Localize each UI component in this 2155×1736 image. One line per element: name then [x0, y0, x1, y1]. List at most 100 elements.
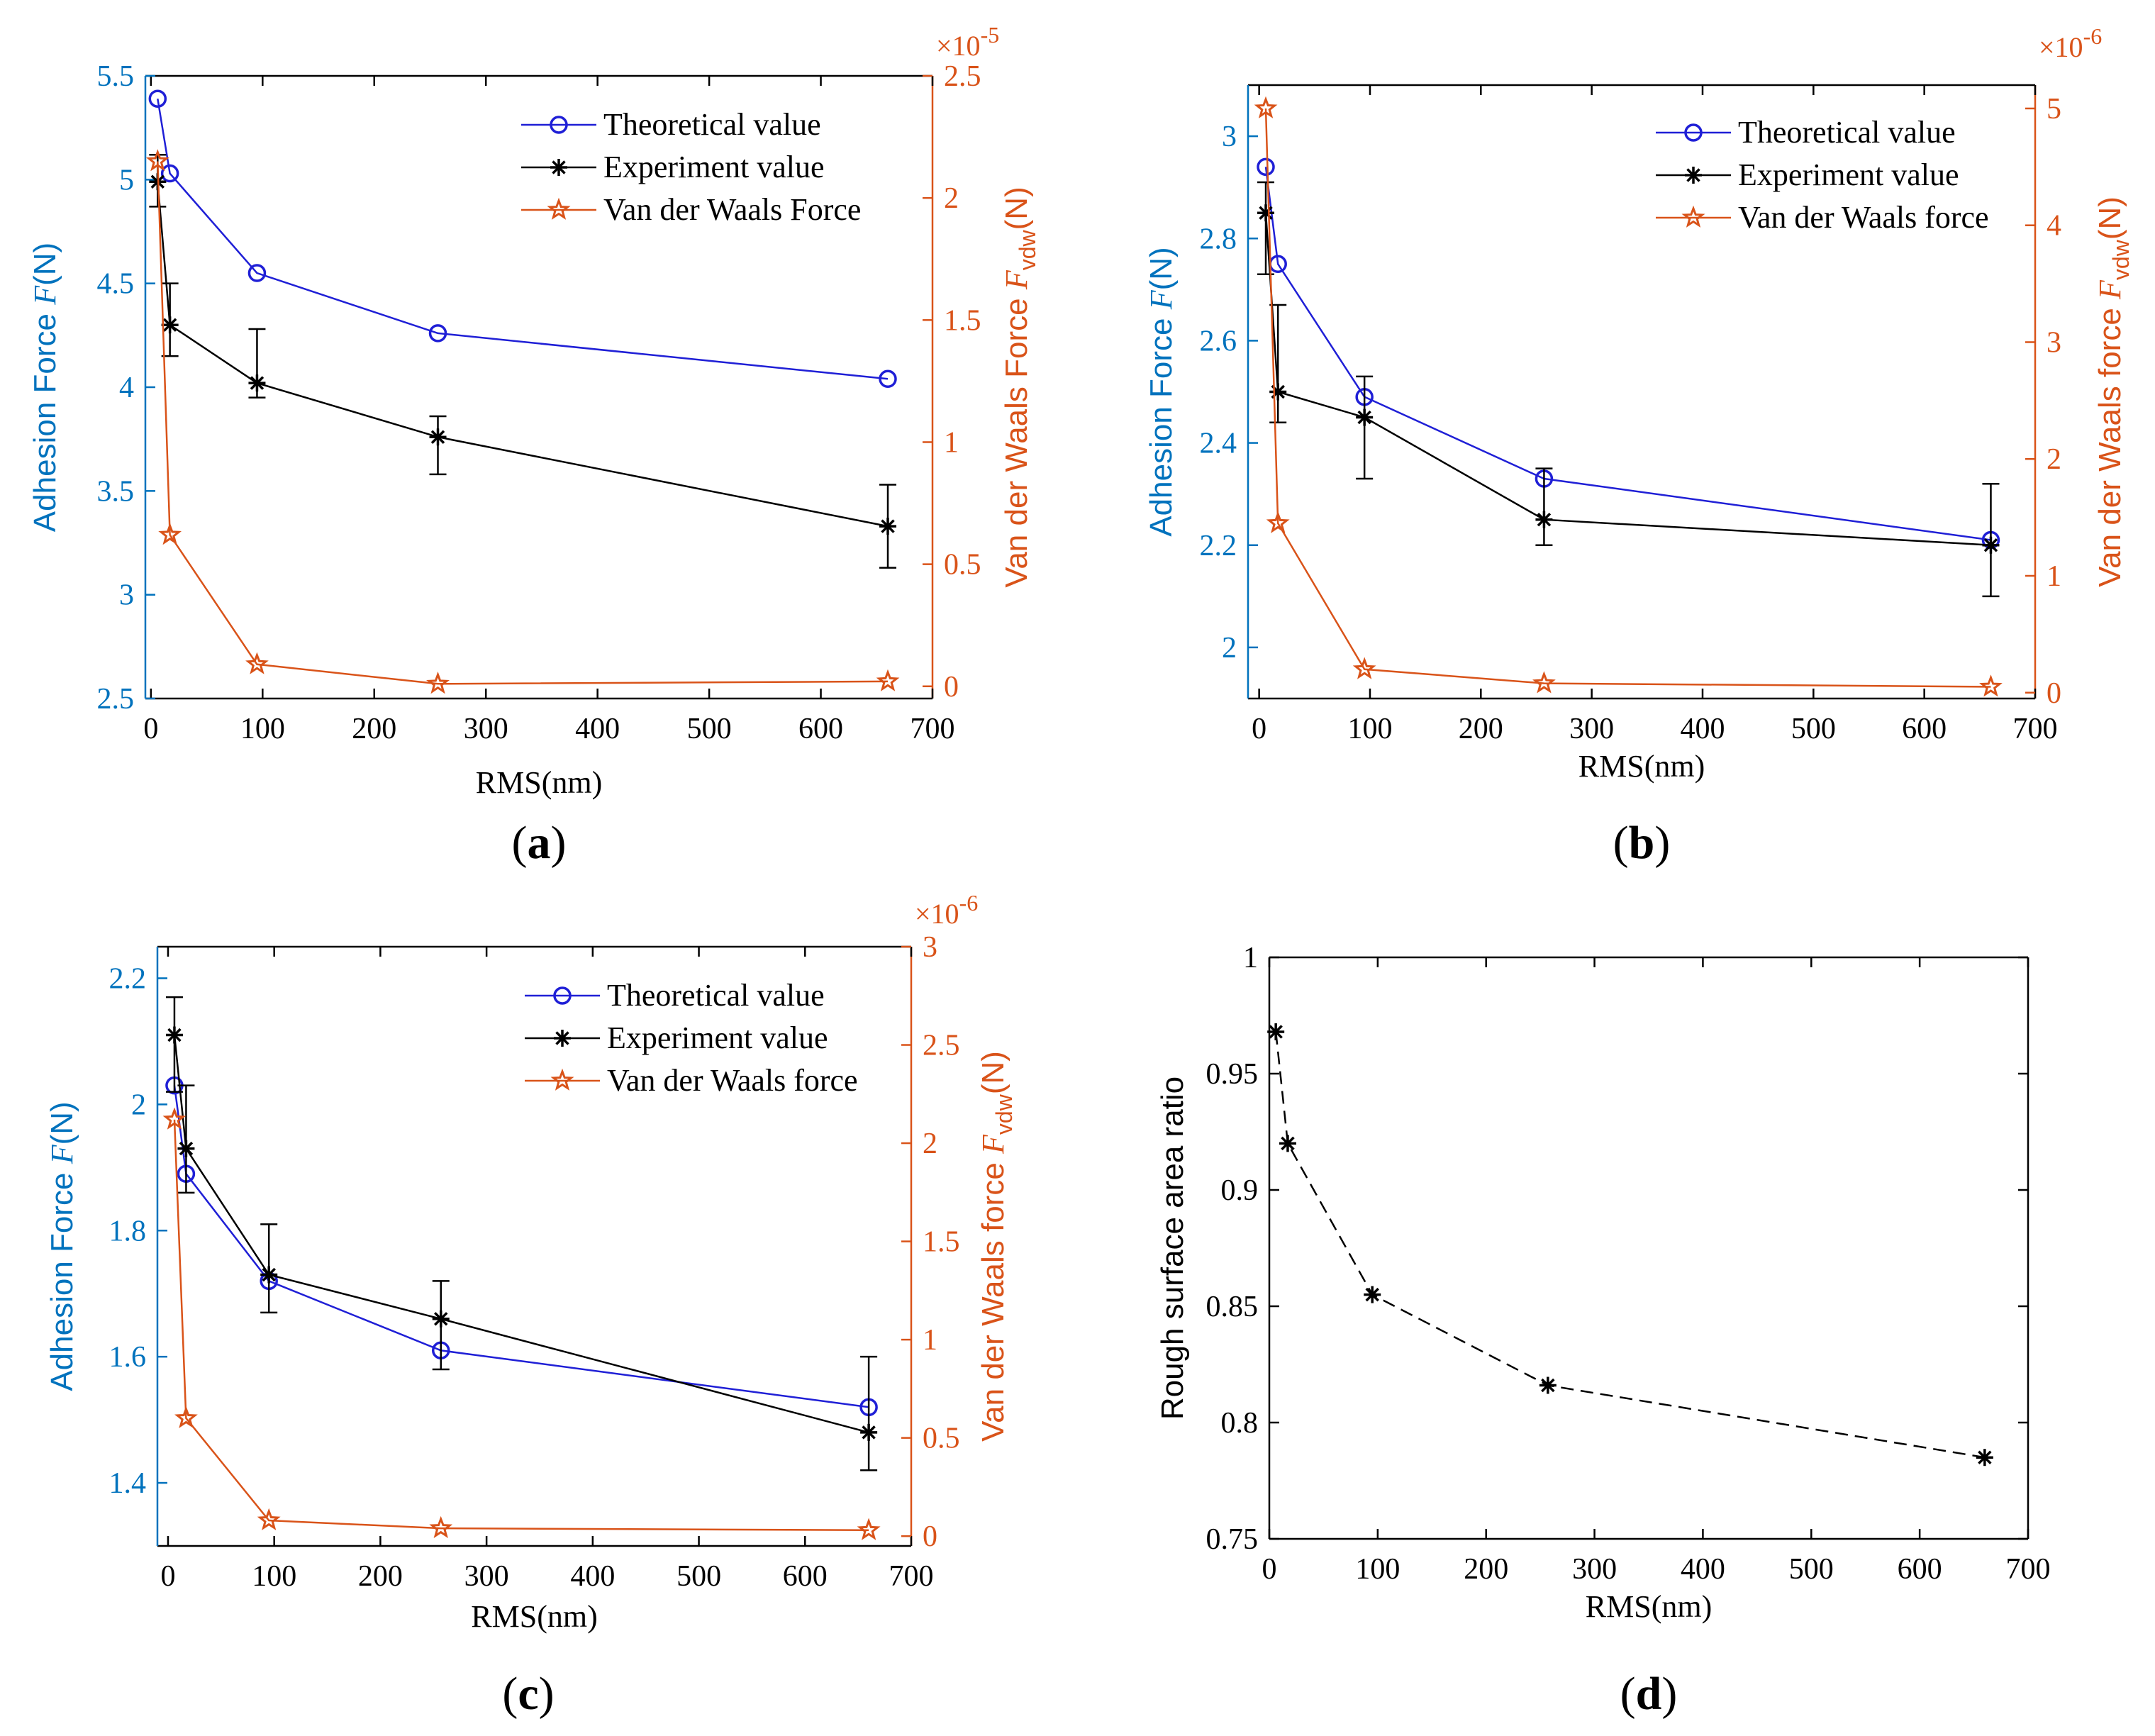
series-line-theo — [157, 98, 889, 380]
data-point-vdw — [1254, 96, 1278, 118]
x-axis-title: RMS(nm) — [476, 765, 602, 800]
y2-exponent: ×10-6 — [2039, 23, 2102, 63]
data-point-vdw — [857, 1518, 881, 1540]
x-tick-label: 100 — [252, 1560, 296, 1593]
legend: Theoretical value Experiment value Van der… — [521, 107, 861, 227]
data-point-exp — [165, 1026, 183, 1044]
y-tick-label: 2.2 — [109, 962, 147, 995]
series-exp — [165, 996, 878, 1471]
chart-d: 0 100 200 300 400 500 600 700 0.75 0.8 0.85 0.9 0.95… — [1155, 942, 2051, 1720]
y2-tick-label: 0 — [2047, 677, 2061, 710]
y-tick-label: 5.5 — [97, 60, 135, 93]
legend-marker-exp — [550, 159, 567, 176]
y-tick-label: 2.5 — [97, 683, 135, 716]
y2-exponent: ×10-5 — [936, 22, 999, 62]
x-tick-label: 200 — [358, 1560, 403, 1593]
y-axis-title: Adhesion Force F(N) — [28, 243, 62, 532]
y2-tick-label: 2 — [2047, 443, 2061, 476]
panel-label: (c) — [502, 1668, 554, 1720]
series-theo — [165, 1076, 878, 1417]
chart-a: 0 100 200 300 400 500 600 700 2.5 3 3.5 4 4.5 5 5.5 0 0.… — [28, 22, 1040, 869]
series-line-vdw — [173, 1119, 869, 1532]
legend-marker-exp — [1685, 167, 1702, 184]
y2-tick-label: 0.5 — [944, 549, 981, 582]
legend-label-vdw: Van der Waals Force — [603, 192, 861, 227]
panel-label: (d) — [1620, 1668, 1678, 1720]
y-axis-title: Rough surface area ratio — [1155, 1076, 1190, 1420]
data-point-vdw — [158, 523, 182, 545]
y2-tick-label: 5 — [2047, 93, 2061, 126]
legend-marker-vdw — [547, 197, 571, 220]
y-tick-label: 1.8 — [109, 1215, 147, 1247]
error-bar — [860, 1355, 878, 1471]
y-tick-label: 2.2 — [1200, 530, 1237, 562]
data-point-exp — [1976, 1449, 1993, 1467]
legend-marker-theo — [1684, 123, 1703, 142]
series-vdw — [145, 149, 900, 694]
legend: Theoretical value Experiment value Van der… — [525, 978, 858, 1098]
data-point-vdw — [1532, 671, 1556, 694]
data-point-vdw — [876, 669, 900, 691]
legend-marker-theo — [550, 116, 568, 134]
data-point-exp — [1535, 511, 1553, 528]
data-point-vdw — [1979, 674, 2003, 697]
x-tick-label: 300 — [464, 713, 508, 745]
series-line-exp — [157, 182, 889, 528]
x-tick-label: 200 — [1459, 713, 1503, 745]
data-point-exp — [860, 1423, 878, 1441]
error-bar — [177, 1084, 195, 1194]
series-line-vdw — [157, 161, 889, 685]
y2-tick-label: 2.5 — [944, 60, 981, 93]
series-line-vdw — [1264, 108, 1991, 688]
y-axis-title: Adhesion Force F(N) — [1144, 247, 1179, 536]
data-point-vdw — [257, 1508, 281, 1530]
data-point-exp — [1356, 408, 1374, 426]
y2-tick-label: 2.5 — [923, 1030, 960, 1062]
legend-marker-vdw — [1681, 205, 1705, 228]
x-tick-label: 700 — [2006, 1553, 2051, 1586]
y-axis-title: Adhesion Force F(N) — [45, 1101, 79, 1391]
chart-c: 0 100 200 300 400 500 600 700 1.4 1.6 1.8 2 2.2 0 0.5 1… — [45, 890, 1017, 1720]
y2-tick-label: 1.5 — [923, 1226, 960, 1259]
legend-marker-theo — [553, 986, 572, 1005]
data-point-exp — [1257, 204, 1275, 222]
data-point-vdw — [245, 652, 269, 674]
x-tick-label: 400 — [575, 713, 620, 745]
y2-tick-label: 0 — [923, 1520, 937, 1553]
x-tick-label: 0 — [1252, 713, 1266, 745]
y-tick-label: 2.6 — [1200, 325, 1237, 357]
data-point-theo — [1257, 157, 1275, 177]
panel-label: (b) — [1613, 817, 1671, 869]
series-theo — [148, 89, 897, 389]
legend-label-theo: Theoretical value — [607, 978, 825, 1013]
data-point-exp — [161, 316, 179, 334]
x-axis-title: RMS(nm) — [1578, 749, 1705, 784]
y2-axis-title: Van der Waals force Fvdw(N) — [2093, 196, 2134, 587]
y-tick-label: 0.8 — [1221, 1407, 1259, 1440]
y-tick-label: 3.5 — [97, 475, 135, 508]
data-point-theo — [160, 164, 179, 183]
panel-label: (a) — [512, 817, 567, 869]
series-line-exp — [1274, 1031, 1986, 1459]
y2-tick-label: 2 — [944, 182, 959, 215]
y-tick-label: 4.5 — [97, 268, 135, 301]
x-tick-label: 600 — [1902, 713, 1947, 745]
legend-marker-vdw — [550, 1068, 574, 1091]
data-point-exp — [177, 1140, 195, 1157]
series-vdw — [162, 1107, 881, 1540]
error-bar — [1535, 467, 1553, 546]
y-tick-label: 1.6 — [109, 1341, 147, 1374]
y2-tick-label: 1 — [2047, 560, 2061, 593]
data-point-exp — [429, 428, 447, 446]
data-point-theo — [247, 264, 267, 282]
series-exp — [1267, 1023, 1993, 1467]
y2-tick-label: 3 — [923, 931, 937, 964]
data-point-vdw — [426, 671, 450, 694]
data-point-vdw — [1352, 657, 1376, 679]
data-point-exp — [879, 518, 897, 535]
y-tick-label: 2.8 — [1200, 223, 1237, 255]
x-tick-label: 600 — [783, 1560, 828, 1593]
y2-tick-label: 0 — [944, 671, 959, 703]
x-tick-label: 0 — [160, 1560, 175, 1593]
